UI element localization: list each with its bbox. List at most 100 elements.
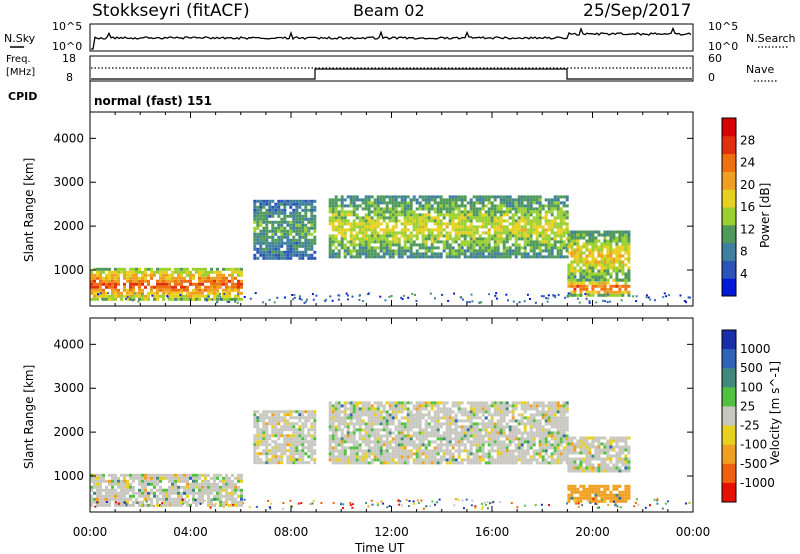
echo-cell-3: [588, 233, 592, 237]
echo-cell-2: [421, 213, 425, 217]
echo-cell-2: [508, 404, 512, 408]
echo-cell-2: [526, 437, 530, 441]
echo-cell-0: [111, 273, 114, 277]
echo-cell-0: [159, 279, 162, 283]
echo-cell-2: [346, 213, 350, 217]
echo-cell-2: [364, 225, 368, 229]
echo-cell-2: [550, 404, 554, 408]
echo-cell-3: [612, 236, 616, 240]
echo-cell-3: [618, 245, 622, 249]
echo-cell-2: [424, 204, 428, 208]
echo-cell-1: [262, 452, 266, 456]
echo-cell-2: [532, 416, 536, 420]
echo-cell-2: [535, 246, 539, 250]
echo-cell-2: [334, 425, 338, 429]
echo-cell-2: [373, 410, 377, 414]
echo-cell-2: [475, 431, 479, 435]
echo-cell-2: [388, 416, 392, 420]
echo-cell-3: [612, 260, 616, 264]
echo-cell-1: [295, 428, 299, 432]
echo-cell-3: [570, 466, 574, 470]
echo-cell-2: [424, 455, 428, 459]
echo-cell-2: [382, 443, 386, 447]
echo-cell-2: [529, 458, 533, 462]
echo-cell-0: [93, 473, 96, 477]
echo-cell-1: [313, 220, 317, 224]
echo-cell-2: [544, 213, 548, 217]
echo-cell-2: [526, 243, 530, 247]
echo-cell-1: [298, 419, 302, 423]
echo-cell-2: [442, 449, 446, 453]
echo-cell-2: [361, 434, 365, 438]
echo-cell-1: [262, 205, 266, 209]
echo-cell-1: [313, 205, 317, 209]
echo-cell-1: [271, 458, 275, 462]
echo-cell-1: [289, 244, 293, 248]
echo-cell-2: [433, 404, 437, 408]
echo-cell-3: [624, 275, 628, 279]
echo-cell-1: [310, 247, 314, 251]
echo-cell-0: [210, 291, 213, 295]
echo-cell-2: [376, 443, 380, 447]
echo-cell-2: [352, 255, 356, 259]
echo-cell-2: [376, 449, 380, 453]
echo-cell-2: [388, 419, 392, 423]
echo-cell-2: [403, 443, 407, 447]
echo-cell-2: [451, 446, 455, 450]
echo-cell-2: [376, 431, 380, 435]
echo-cell-2: [541, 231, 545, 235]
echo-cell-2: [445, 237, 449, 241]
echo-cell-1: [310, 449, 314, 453]
echo-cell-2: [409, 222, 413, 226]
echo-cell-2: [550, 443, 554, 447]
echo-cell-3: [603, 242, 607, 246]
echo-cell-2: [391, 461, 395, 465]
echo-cell-2: [427, 198, 431, 202]
echo-cell-2: [505, 249, 509, 253]
echo-cell-3: [621, 263, 625, 267]
echo-cell-2: [523, 425, 527, 429]
echo-cell-1: [256, 217, 260, 221]
echo-cell-2: [529, 446, 533, 450]
echo-cell-1: [283, 226, 287, 230]
ground-speckle: [300, 298, 303, 301]
echo-cell-3: [627, 233, 631, 237]
echo-cell-1: [295, 241, 299, 245]
echo-cell-2: [538, 452, 542, 456]
echo-cell-1: [277, 419, 281, 423]
echo-cell-1: [274, 440, 278, 444]
echo-cell-2: [481, 240, 485, 244]
echo-cell-2: [478, 401, 482, 405]
echo-cell-2: [358, 401, 362, 405]
echo-cell-2: [466, 231, 470, 235]
echo-cell-0: [90, 288, 93, 292]
echo-cell-2: [481, 207, 485, 211]
echo-cell-2: [394, 443, 398, 447]
echo-cell-2: [391, 404, 395, 408]
echo-cell-2: [547, 434, 551, 438]
echo-cell-2: [358, 255, 362, 259]
echo-cell-2: [385, 225, 389, 229]
echo-cell-0: [162, 282, 165, 286]
echo-cell-2: [499, 222, 503, 226]
echo-cell-1: [283, 425, 287, 429]
echo-cell-2: [472, 428, 476, 432]
echo-cell-2: [541, 410, 545, 414]
echo-cell-0: [90, 473, 93, 477]
echo-cell-2: [481, 428, 485, 432]
echo-cell-2: [346, 249, 350, 253]
ground-speckle: [131, 299, 134, 302]
echo-cell-2: [334, 201, 338, 205]
echo-cell-4: [612, 284, 616, 288]
echo-cell-2: [376, 207, 380, 211]
echo-cell-3: [591, 275, 595, 279]
echo-cell-0: [180, 285, 183, 289]
echo-cell-0: [159, 276, 162, 280]
echo-cell-1: [286, 247, 290, 251]
echo-cell-0: [120, 497, 123, 501]
echo-cell-0: [186, 488, 189, 492]
echo-cell-0: [177, 500, 180, 504]
echo-cell-2: [436, 234, 440, 238]
echo-cell-2: [415, 237, 419, 241]
echo-cell-4: [570, 293, 574, 297]
